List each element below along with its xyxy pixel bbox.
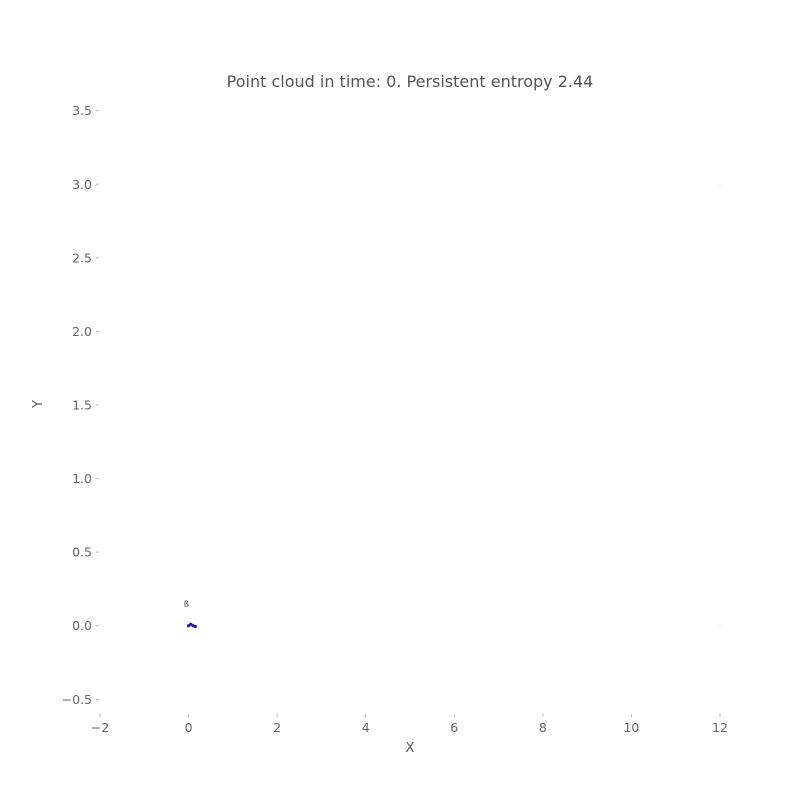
x-tick-label: 6 [450,720,458,735]
y-tick-label: 0.5 [72,545,92,560]
x-tick-label: 4 [362,720,370,735]
x-tick-label: 8 [539,720,547,735]
x-tick-label: 0 [185,720,193,735]
y-tick-label: 3.5 [72,103,92,118]
y-tick-label: 1.0 [72,471,92,486]
y-tick-label: 2.0 [72,324,92,339]
point-annotation: ß [184,600,189,609]
x-tick-label: −2 [91,720,109,735]
x-tick-label: 2 [273,720,281,735]
frame-mark-2 [718,624,722,627]
y-axis: −0.5 0.0 0.5 1.0 1.5 2.0 2.5 3.0 3.5 [62,103,99,707]
y-tick-label: 2.5 [72,250,92,265]
x-axis-label: X [406,741,415,756]
x-tick-label: 10 [623,720,639,735]
frame-mark-0 [718,94,722,98]
y-tick-label: 3.0 [72,177,92,192]
y-tick-label: −0.5 [62,692,92,707]
plot-frame [98,94,722,716]
chart-title: Point cloud in time: 0. Persistent entro… [227,72,594,91]
annotations: ß [184,600,189,609]
frame-mark-1 [718,183,722,186]
y-axis-label: Y [31,400,46,409]
point-cloud [186,622,197,629]
y-tick-label: 0.0 [72,618,92,633]
x-tick-label: 12 [712,720,728,735]
data-point [193,624,197,629]
y-tick-label: 1.5 [72,398,92,413]
x-axis: −2 0 2 4 6 8 10 12 [91,714,728,735]
